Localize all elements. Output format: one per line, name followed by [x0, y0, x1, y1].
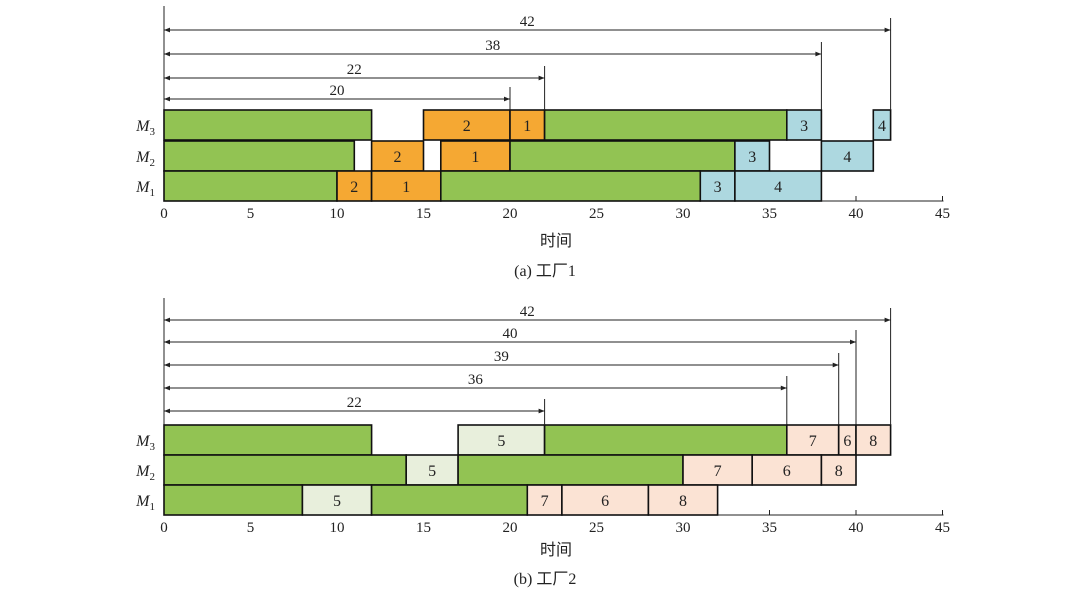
task-bar [163, 170, 338, 202]
task-bar [509, 109, 546, 141]
span-label: 20 [330, 83, 345, 99]
x-tick-label: 45 [935, 206, 950, 222]
task-bar [336, 170, 373, 202]
span-label: 40 [503, 326, 518, 342]
task-bar [561, 484, 650, 516]
task-bar [785, 109, 823, 141]
task-label: 7 [809, 433, 817, 450]
task-bar [820, 454, 857, 486]
task-label: 3 [800, 118, 808, 135]
machine-label: M2 [135, 463, 155, 483]
task-bar [855, 424, 892, 456]
task-bar [734, 170, 823, 202]
x-tick-label: 20 [503, 206, 518, 222]
span-label: 42 [520, 14, 535, 30]
x-tick-label: 5 [247, 520, 255, 536]
x-tick-label: 25 [589, 520, 604, 536]
task-bar [163, 424, 373, 456]
x-tick-label: 30 [676, 206, 691, 222]
task-bar [163, 140, 356, 172]
x-tick-label: 40 [849, 520, 864, 536]
task-label: 6 [601, 493, 609, 510]
task-bar [457, 454, 684, 486]
task-bar [647, 484, 719, 516]
task-label: 5 [428, 463, 436, 480]
span-label: 22 [347, 62, 362, 78]
task-label: 2 [463, 118, 471, 135]
machine-label: M3 [135, 433, 155, 453]
task-label: 4 [843, 149, 851, 166]
task-label: 3 [714, 179, 722, 196]
machine-label: M1 [135, 179, 155, 199]
task-label: 8 [679, 493, 687, 510]
task-label: 3 [748, 149, 756, 166]
span-label: 22 [347, 395, 362, 411]
task-bar [370, 484, 529, 516]
task-bar [543, 109, 788, 141]
machine-label: M1 [135, 493, 155, 513]
x-tick-label: 40 [849, 206, 864, 222]
x-tick-label: 5 [247, 206, 255, 222]
task-label: 4 [878, 118, 886, 135]
x-tick-label: 0 [160, 520, 168, 536]
x-tick-label: 45 [935, 520, 950, 536]
task-label: 1 [402, 179, 410, 196]
task-bar [543, 424, 788, 456]
task-label: 2 [394, 149, 402, 166]
task-label: 2 [350, 179, 358, 196]
task-label: 7 [541, 493, 549, 510]
x-tick-label: 15 [416, 520, 431, 536]
task-bar [370, 170, 442, 202]
task-label: 8 [869, 433, 877, 450]
task-label: 6 [843, 433, 851, 450]
x-tick-label: 30 [676, 520, 691, 536]
span-label: 39 [494, 349, 509, 365]
x-tick-label: 0 [160, 206, 168, 222]
x-tick-label: 35 [762, 206, 777, 222]
span-label: 42 [520, 304, 535, 320]
task-label: 1 [471, 149, 479, 166]
x-tick-label: 35 [762, 520, 777, 536]
task-label: 4 [774, 179, 782, 196]
x-tick-label: 20 [503, 520, 518, 536]
x-tick-label: 10 [330, 520, 345, 536]
task-bar [509, 140, 736, 172]
x-tick-label: 15 [416, 206, 431, 222]
span-label: 38 [485, 38, 500, 54]
task-bar [422, 109, 511, 141]
task-bar [370, 140, 425, 172]
task-label: 5 [497, 433, 505, 450]
task-label: 6 [783, 463, 791, 480]
task-bar [163, 484, 304, 516]
task-bar [457, 424, 546, 456]
task-bar [820, 140, 875, 172]
task-label: 1 [523, 118, 531, 135]
x-axis-title: 时间 [540, 541, 572, 559]
x-tick-label: 10 [330, 206, 345, 222]
panel-caption: (b) 工厂2 [514, 571, 577, 588]
task-bar [163, 109, 373, 141]
task-label: 8 [835, 463, 843, 480]
panel-caption: (a) 工厂1 [514, 263, 576, 280]
machine-label: M2 [135, 149, 155, 169]
task-bar [163, 454, 407, 486]
task-label: 5 [333, 493, 341, 510]
task-bar [526, 484, 563, 516]
machine-label: M3 [135, 118, 155, 138]
task-label: 7 [714, 463, 722, 480]
span-label: 36 [468, 372, 484, 388]
task-bar [872, 109, 892, 141]
x-axis-title: 时间 [540, 232, 572, 250]
x-tick-label: 25 [589, 206, 604, 222]
task-bar [439, 170, 702, 202]
